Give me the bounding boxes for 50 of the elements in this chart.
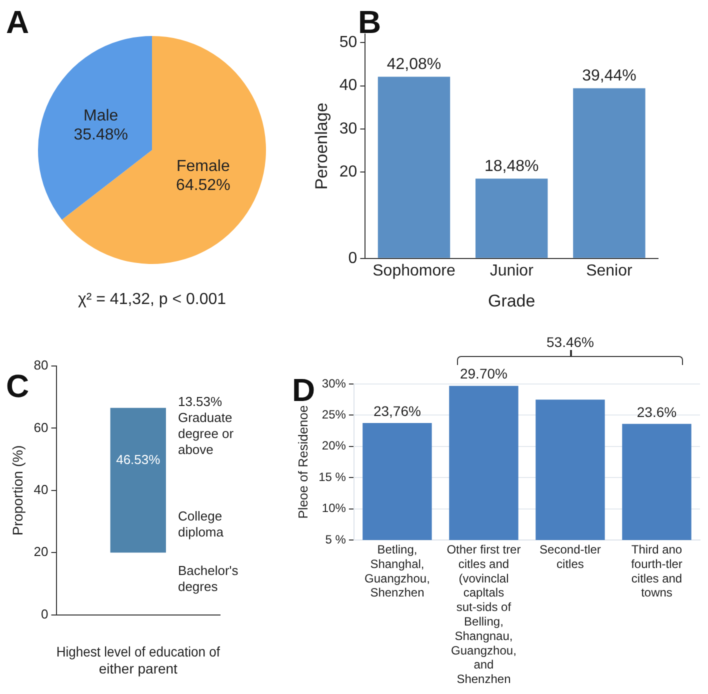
data-label: 18,48% bbox=[484, 158, 539, 176]
annotation: College diploma bbox=[178, 508, 224, 540]
y-tick-label: 30 bbox=[339, 120, 358, 138]
x-tick-label: Second-tler citles bbox=[540, 542, 601, 571]
slice-label: Male bbox=[83, 108, 118, 125]
annotation: 13.53% Graduate degree or above bbox=[178, 394, 234, 457]
chart-title: B bbox=[358, 4, 382, 40]
x-axis-title: Highest level of education of either parent bbox=[56, 644, 220, 676]
y-axis-title: Pleoe of Residenoe bbox=[295, 405, 310, 519]
data-label: 39,44% bbox=[582, 68, 636, 85]
chart-title: A bbox=[6, 4, 30, 40]
y-tick-label: 80 bbox=[34, 358, 48, 373]
y-tick-label: 50 bbox=[339, 34, 358, 52]
data-label: 23,76% bbox=[373, 402, 421, 419]
x-tick-label: Sophomore bbox=[372, 262, 456, 280]
y-tick-label: 20% bbox=[322, 438, 346, 453]
category-label: Other first trer citles and (vovinclal capltals sut-sids of Belling, Shangnau, Guangzhou, and Shenzhen bbox=[446, 542, 521, 686]
y-tick-label: 0 bbox=[348, 250, 358, 267]
x-tick-label: Third ano fourth-tler citles and towns bbox=[631, 542, 682, 600]
y-tick-label: 0 bbox=[41, 606, 48, 622]
annotation: Bachelor's degres bbox=[178, 563, 239, 594]
x-tick-label: Betling, Shanghal, Guangzhou, Shenzhen bbox=[364, 542, 430, 600]
data-label: 35.48% bbox=[74, 126, 128, 144]
data-label: 64.52% bbox=[176, 176, 230, 194]
text: χ² = 41,32, p < 0.001 bbox=[78, 291, 226, 308]
y-axis-title: Peroenlage bbox=[312, 102, 331, 190]
y-tick-label: 40 bbox=[34, 482, 48, 497]
y-tick-label: 30% bbox=[322, 376, 346, 390]
text: 53.46% bbox=[546, 334, 594, 350]
y-axis-title: Proportion (%) bbox=[9, 445, 26, 536]
y-tick-label: 60 bbox=[34, 420, 48, 435]
bar bbox=[378, 76, 450, 258]
bar bbox=[573, 88, 646, 258]
y-tick-label: 25% bbox=[322, 408, 346, 422]
y-tick-label: 15 % bbox=[318, 470, 346, 484]
y-tick-label: 40 bbox=[339, 77, 358, 94]
data-label: 46.53% bbox=[116, 452, 161, 467]
bar bbox=[475, 178, 548, 258]
y-tick-label: 20 bbox=[34, 544, 48, 560]
y-tick-label: 10% bbox=[322, 501, 346, 516]
y-tick-label: 20 bbox=[339, 164, 358, 180]
data-label: 23.6% bbox=[636, 404, 677, 420]
chart-title: C bbox=[6, 368, 30, 404]
x-tick-label: Junior bbox=[490, 262, 534, 280]
data-label: 42,08% bbox=[386, 56, 442, 74]
x-axis-title: Grade bbox=[488, 291, 536, 310]
x-tick-label: Senior bbox=[586, 262, 633, 280]
slice-label: Female bbox=[176, 158, 230, 175]
y-tick-label: 5 % bbox=[325, 532, 346, 546]
data-label: 29.70% bbox=[460, 366, 508, 382]
